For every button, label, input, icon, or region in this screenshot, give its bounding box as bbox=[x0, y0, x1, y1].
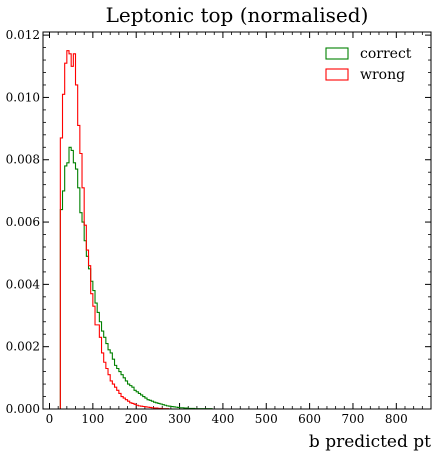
y-tick-label: 0.012 bbox=[6, 28, 40, 42]
legend-swatch-wrong bbox=[325, 68, 349, 81]
x-axis: 0 100 200 300 400 500 600 700 800 bbox=[46, 32, 423, 426]
x-tick-label: 500 bbox=[255, 412, 278, 426]
x-tick-label: 600 bbox=[298, 412, 321, 426]
y-tick-label: 0.002 bbox=[6, 340, 40, 354]
y-tick-label: 0.004 bbox=[6, 277, 41, 291]
x-tick-label: 300 bbox=[168, 412, 191, 426]
legend-label-correct: correct bbox=[360, 46, 412, 62]
y-tick-label: 0.008 bbox=[6, 153, 40, 167]
chart-title: Leptonic top (normalised) bbox=[106, 3, 369, 27]
legend-swatch-correct bbox=[325, 47, 349, 60]
x-axis-label: b predicted pt bbox=[309, 432, 431, 452]
y-tick-label: 0.000 bbox=[6, 402, 40, 416]
y-axis: 0.000 0.002 0.004 0.006 0.008 0.010 0.012 bbox=[6, 28, 431, 416]
x-tick-label: 800 bbox=[385, 412, 408, 426]
x-tick-label: 700 bbox=[342, 412, 365, 426]
x-tick-label: 200 bbox=[125, 412, 148, 426]
legend-label-wrong: wrong bbox=[360, 67, 405, 83]
x-tick-label: 0 bbox=[46, 412, 54, 426]
x-tick-label: 400 bbox=[211, 412, 234, 426]
y-tick-label: 0.006 bbox=[6, 215, 40, 229]
plot-frame bbox=[42, 31, 432, 410]
y-tick-label: 0.010 bbox=[6, 90, 40, 104]
x-tick-label: 100 bbox=[81, 412, 104, 426]
legend: correct wrong bbox=[325, 46, 412, 83]
